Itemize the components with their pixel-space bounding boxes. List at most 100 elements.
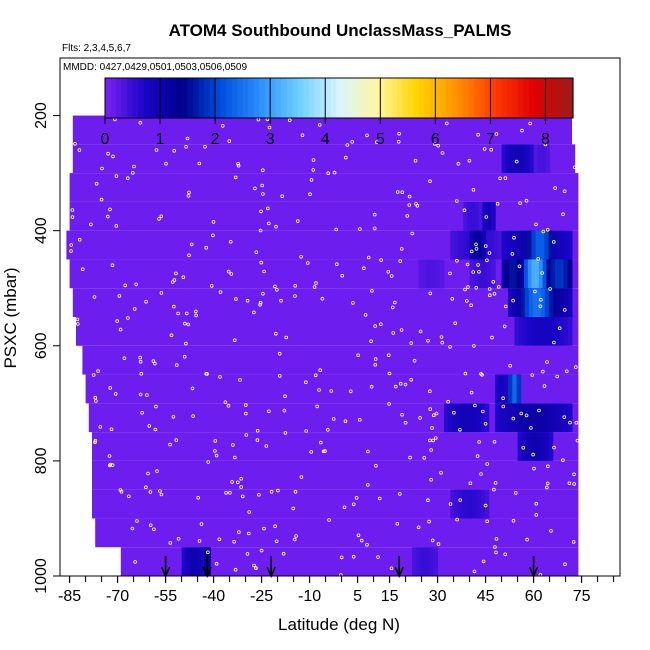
sample-point [276,488,280,493]
heatmap-cell [416,547,422,576]
sample-point [520,128,524,133]
sample-point [152,527,156,532]
heatmap-cell [433,547,439,576]
sample-point [450,296,455,301]
sample-point [386,269,391,274]
sample-point [182,354,187,359]
heatmap-cell [543,317,548,346]
sample-point [513,491,518,495]
sample-point [343,419,348,424]
heatmap-cell [507,403,512,433]
heatmap-cell [568,230,573,260]
sample-point [308,192,312,197]
sample-point [295,219,300,223]
heatmap-cell [526,317,532,346]
colorbar-swatch [506,78,514,118]
heatmap-band [92,460,579,490]
chart-title: ATOM4 Southbound UnclassMass_PALMS [169,21,512,40]
colorbar-tick-label: 0 [101,131,110,148]
sample-point [479,472,483,476]
sample-point [552,445,556,450]
sample-point [107,454,112,458]
sample-point [92,295,97,299]
sample-point [351,502,356,507]
heatmap-band [69,173,579,202]
sample-point [244,403,248,407]
heatmap-cell [499,403,504,433]
sample-point [273,284,277,289]
sample-point [563,562,567,566]
heatmap-cell [542,259,547,289]
sample-point [305,261,310,265]
sample-point [492,439,497,444]
sample-point [440,151,445,155]
sample-point [213,439,218,443]
sample-point [572,472,576,477]
sample-point [433,436,438,440]
sample-point [561,212,565,217]
heatmap-cell [482,259,488,289]
sample-point [240,494,245,499]
colorbar-swatch [209,78,216,118]
colorbar-swatch [204,78,211,118]
sample-point [171,414,176,419]
sample-point [494,132,499,136]
sample-point [244,433,249,437]
sample-point [77,148,82,152]
heatmap-cell [512,259,518,289]
heatmap-cell [540,230,545,260]
colorbar-swatch [110,78,117,118]
sample-point [462,208,467,213]
sample-point [412,358,417,363]
heatmap-cell [522,317,528,346]
sample-point [436,542,441,546]
heatmap-cell [458,489,463,519]
heatmap-cell [550,259,556,289]
y-tick-label: 200 [33,102,50,129]
heatmap-cell [501,230,507,260]
heatmap-cell [467,201,472,231]
sample-point [393,384,398,389]
colorbar-swatch [363,78,370,118]
sample-point [485,519,490,524]
heatmap-cell [439,259,445,289]
sample-point [237,530,241,534]
heatmap-cell [505,259,510,289]
heatmap-cell [466,230,471,260]
y-tick-label: 400 [33,217,50,244]
colorbar-swatch [286,78,293,118]
heatmap-cell [521,230,526,260]
sample-point [430,538,435,543]
heatmap-cell [535,403,541,433]
sample-point [273,524,277,528]
heatmap-cell [454,489,459,519]
sample-point [110,263,115,268]
sample-point [463,371,468,376]
heatmap-cell [198,547,204,576]
sample-point [458,427,462,432]
annotation-text: MMDD: 0427,0429,0501,0503,0506,0509 [63,62,247,73]
sample-point [529,426,533,430]
sample-point [214,453,219,458]
sample-point [184,341,188,346]
sample-point [474,242,478,247]
sample-point [400,190,405,195]
sample-point [562,189,567,194]
heatmap-cell [422,259,428,289]
sample-point [473,403,477,408]
x-tick-label: -10 [298,588,321,605]
heatmap-cell [555,403,561,433]
sample-point [159,492,164,497]
sample-point [475,454,480,458]
sample-point [93,395,98,400]
heatmap-cell [531,230,537,260]
heatmap-cell [481,489,486,519]
heatmap-cell [532,288,538,317]
sample-point [89,222,93,227]
sample-point [414,202,418,206]
heatmap-cell [547,403,553,433]
sample-point [439,335,444,339]
sample-point [544,485,549,490]
heatmap-cell [460,403,465,433]
heatmap-cell [512,288,517,317]
